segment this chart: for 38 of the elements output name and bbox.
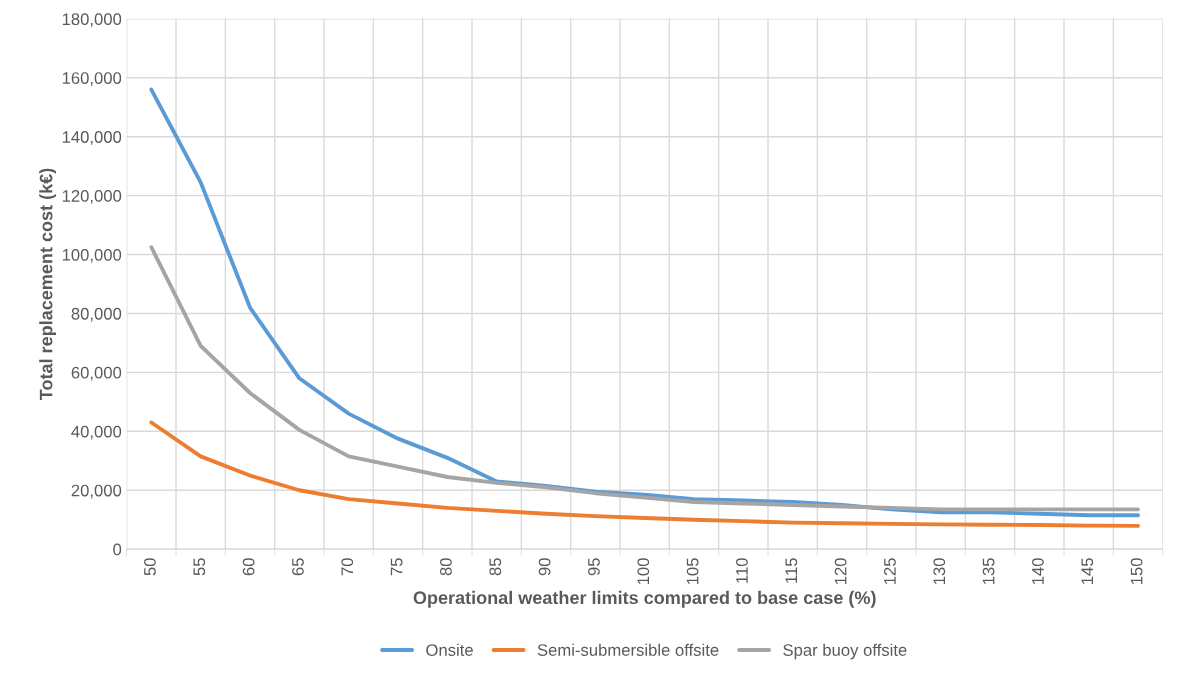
x-tick-label: 50 [144,558,156,576]
x-tick-label: 110 [736,558,748,583]
x-tick-label: 100 [637,558,650,585]
y-tick-label: 40,000 [71,425,122,440]
y-tick-label: 160,000 [62,72,122,86]
x-tick-label: 95 [588,558,600,576]
x-tick-label: 90 [538,558,551,576]
y-axis-title: Total replacement cost (k€) [39,168,57,401]
x-tick-label: 55 [193,558,206,576]
x-tick-label: 75 [390,558,403,576]
x-tick-label: 65 [292,558,304,576]
x-tick-label: 80 [440,558,452,576]
x-tick-label: 120 [834,558,847,585]
x-tick-label: 105 [686,558,699,585]
legend-label: Spar buoy offsite [783,643,907,660]
legend-label: Semi-submersible offsite [537,643,719,656]
line-series [149,245,1140,512]
x-tick-label: 150 [1130,558,1143,585]
x-tick-label: 140 [1032,558,1044,585]
y-tick-label: 120,000 [62,190,122,204]
y-tick-label: 80,000 [71,307,122,322]
x-axis-title: Operational weather limits compared to base case (%) [413,590,876,608]
x-tick-label: 135 [982,558,995,585]
x-tick-label: 60 [242,558,255,576]
y-tick-label: 0 [113,543,122,556]
x-tick-label: 130 [933,558,946,585]
y-tick-label: 140,000 [62,131,122,145]
y-tick-label: 180,000 [62,13,122,28]
x-tick-label: 70 [341,558,354,576]
y-tick-label: 60,000 [71,366,122,381]
line-series [149,420,1140,528]
x-tick-label: 115 [785,558,798,583]
x-tick-label: 85 [489,558,502,576]
legend-label: Onsite [426,643,473,656]
y-tick-label: 100,000 [62,248,122,263]
y-tick-label: 20,000 [71,484,122,499]
x-tick-label: 145 [1081,558,1094,585]
x-tick-label: 125 [884,558,896,585]
